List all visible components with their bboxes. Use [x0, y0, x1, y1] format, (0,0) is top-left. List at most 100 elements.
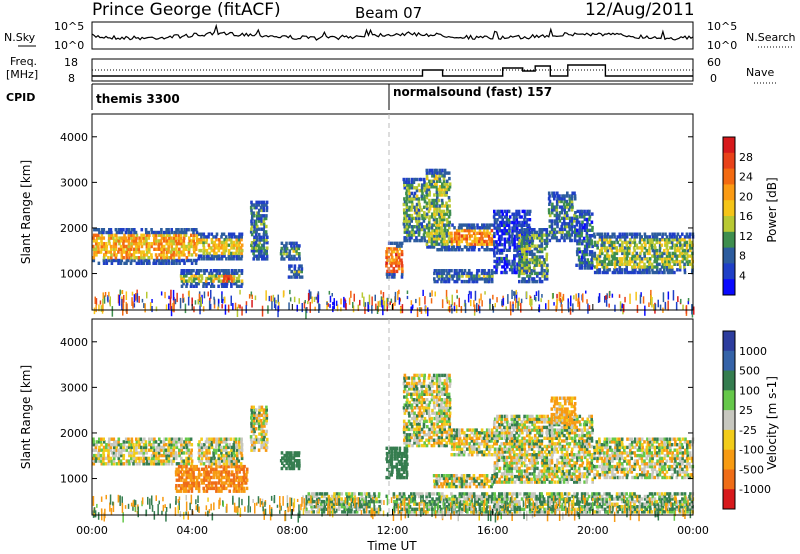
echo-cell — [218, 238, 221, 242]
echo-cell — [385, 261, 388, 265]
echo-cell — [634, 268, 637, 272]
echo-cell — [142, 459, 145, 463]
echo-cell — [663, 251, 666, 256]
echo-cell — [608, 240, 611, 245]
echo-cell — [132, 453, 136, 458]
echo-cell — [505, 262, 509, 266]
echo-cell — [175, 261, 178, 265]
echo-cell — [626, 240, 629, 245]
echo-cell — [403, 216, 406, 221]
echo-cell — [158, 437, 161, 441]
echo-cell — [460, 269, 464, 273]
echo-cell — [360, 492, 363, 496]
echo-cell — [582, 215, 586, 219]
noise-cell — [218, 299, 220, 304]
echo-cell — [538, 271, 542, 276]
echo-cell — [405, 200, 408, 204]
echo-cell — [433, 182, 437, 186]
echo-cell — [119, 239, 123, 243]
echo-cell — [446, 209, 449, 214]
noise-left-tick-top: 10^5 — [54, 20, 84, 33]
noise-cell — [449, 305, 451, 313]
echo-cell — [427, 187, 431, 192]
echo-cell — [177, 256, 181, 260]
echo-cell — [600, 251, 604, 256]
echo-cell — [138, 462, 141, 466]
echo-cell — [130, 253, 133, 257]
echo-cell — [438, 234, 442, 238]
echo-cell — [375, 507, 378, 511]
echo-cell — [182, 239, 186, 243]
echo-cell — [407, 180, 411, 184]
echo-cell — [605, 257, 609, 261]
echo-cell — [205, 254, 209, 258]
echo-cell — [648, 262, 651, 266]
noise-cell — [453, 305, 456, 312]
echo-cell — [93, 253, 96, 257]
echo-cell — [185, 475, 189, 480]
echo-cell — [447, 271, 451, 276]
echo-cell — [573, 216, 576, 220]
echo-cell — [180, 443, 183, 447]
echo-cell — [501, 231, 504, 236]
echo-cell — [465, 245, 468, 249]
echo-cell — [180, 451, 184, 455]
noise-line — [91, 23, 694, 41]
noise-cell — [605, 295, 607, 300]
echo-cell — [167, 453, 171, 458]
echo-cell — [495, 243, 499, 247]
echo-cell — [423, 194, 426, 198]
echo-cell — [440, 198, 444, 203]
noise-cell — [241, 306, 243, 316]
echo-cell — [135, 242, 138, 246]
echo-cell — [97, 233, 100, 237]
echo-cell — [629, 257, 632, 261]
echo-cell — [222, 248, 225, 253]
echo-cell — [122, 443, 126, 447]
echo-cell — [228, 489, 231, 493]
echo-cell — [671, 268, 674, 272]
noise-cell — [520, 302, 522, 313]
echo-cell — [205, 486, 209, 491]
echo-cell — [456, 277, 459, 281]
echo-cell — [576, 247, 579, 251]
echo-cell — [560, 236, 563, 240]
echo-cell — [420, 194, 424, 198]
echo-cell — [95, 253, 98, 257]
echo-cell — [435, 182, 438, 186]
echo-cell — [258, 208, 261, 213]
echo-cell — [523, 279, 527, 284]
echo-cell — [197, 475, 201, 480]
echo-cell — [470, 242, 473, 246]
echo-cell — [212, 248, 216, 253]
echo-cell — [295, 246, 299, 251]
echo-cell — [386, 258, 389, 262]
echo-cell — [107, 440, 111, 444]
noise-cell — [381, 299, 383, 308]
echo-cell — [443, 228, 447, 233]
echo-cell — [588, 263, 591, 267]
noise-cell — [458, 297, 460, 308]
echo-cell — [427, 220, 431, 225]
echo-cell — [180, 269, 184, 273]
echo-cell — [410, 236, 413, 240]
echo-cell — [679, 243, 682, 247]
echo-cell — [205, 467, 208, 471]
echo-cell — [134, 448, 138, 452]
noise-cell — [567, 301, 570, 308]
echo-cell — [386, 269, 389, 274]
echo-cell — [433, 269, 437, 273]
echo-cell — [205, 489, 209, 493]
echo-cell — [618, 268, 622, 272]
echo-cell — [410, 403, 414, 407]
echo-cell — [220, 257, 224, 261]
noise-cell — [517, 301, 519, 310]
echo-cell — [183, 484, 186, 488]
echo-cell — [436, 176, 439, 181]
echo-cell — [590, 250, 594, 254]
echo-cell — [140, 233, 143, 237]
echo-cell — [220, 251, 224, 256]
echo-cell — [266, 235, 269, 239]
echo-cell — [628, 262, 632, 266]
echo-cell — [130, 445, 134, 450]
